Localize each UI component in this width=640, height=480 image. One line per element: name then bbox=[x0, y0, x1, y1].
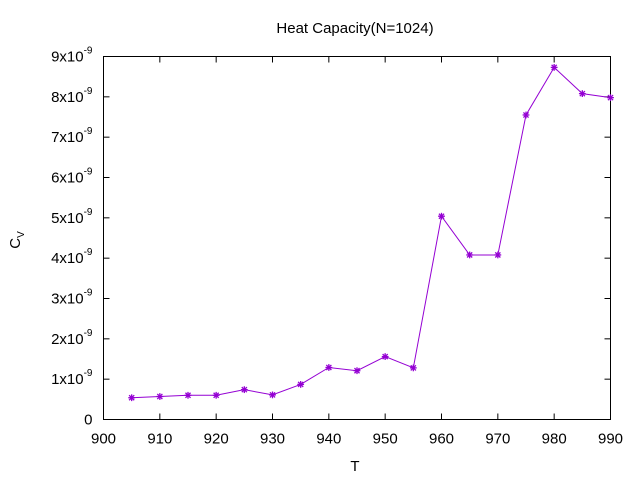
data-point bbox=[550, 63, 558, 71]
y-tick-exponent: -9 bbox=[84, 288, 93, 299]
y-tick-mantissa: 4x10 bbox=[51, 250, 84, 267]
data-point bbox=[409, 364, 417, 372]
y-tick-label: 6x10-9 bbox=[51, 167, 93, 187]
y-tick-label: 4x10-9 bbox=[51, 247, 93, 267]
series-line bbox=[131, 66, 611, 399]
y-tick-exponent: -9 bbox=[84, 328, 93, 339]
y-tick-exponent: -9 bbox=[84, 86, 93, 97]
data-point bbox=[607, 94, 614, 102]
y-tick-mantissa: 5x10 bbox=[51, 210, 84, 227]
y-axis-label-subscript: V bbox=[16, 231, 27, 238]
y-tick-mantissa: 8x10 bbox=[51, 89, 84, 106]
x-tick-label: 900 bbox=[91, 431, 116, 448]
y-tick-exponent: -9 bbox=[84, 126, 93, 137]
y-axis-label: CV bbox=[7, 231, 27, 249]
data-point bbox=[325, 364, 333, 371]
data-point bbox=[578, 90, 586, 98]
y-axis-label-base: C bbox=[7, 238, 24, 249]
x-tick-label: 980 bbox=[542, 431, 567, 448]
y-tick-label: 3x10-9 bbox=[51, 288, 93, 308]
y-tick-label: 8x10-9 bbox=[51, 86, 93, 106]
data-point bbox=[240, 386, 248, 394]
y-tick-label: 5x10-9 bbox=[51, 207, 93, 227]
y-tick-label: 7x10-9 bbox=[51, 126, 93, 146]
x-tick-label: 960 bbox=[429, 431, 454, 448]
data-point bbox=[156, 393, 164, 400]
y-tick-mantissa: 3x10 bbox=[51, 291, 84, 308]
y-tick-exponent: -9 bbox=[84, 368, 93, 379]
y-tick-mantissa: 0 bbox=[84, 412, 92, 429]
data-point bbox=[522, 111, 530, 119]
y-tick-label: 2x10-9 bbox=[51, 328, 93, 348]
y-tick-exponent: -9 bbox=[84, 167, 93, 178]
y-tick-exponent: -9 bbox=[84, 247, 93, 258]
x-axis: 900 910 920 930 940 950 960 970 980 990 bbox=[91, 56, 623, 448]
data-point bbox=[381, 353, 389, 360]
x-tick-label: 920 bbox=[204, 431, 229, 448]
data-point bbox=[466, 251, 474, 259]
data-point bbox=[297, 381, 305, 388]
data-point bbox=[128, 394, 136, 402]
y-tick-mantissa: 7x10 bbox=[51, 129, 84, 146]
data-point bbox=[184, 391, 192, 399]
data-point bbox=[212, 391, 220, 399]
data-point bbox=[494, 251, 502, 259]
y-tick-exponent: -9 bbox=[84, 46, 93, 57]
x-axis-label: T bbox=[350, 458, 359, 475]
data-point bbox=[438, 212, 445, 220]
y-tick-mantissa: 1x10 bbox=[51, 371, 84, 388]
x-tick-label: 910 bbox=[147, 431, 172, 448]
x-tick-label: 930 bbox=[260, 431, 285, 448]
x-tick-label: 950 bbox=[373, 431, 398, 448]
y-tick-exponent: -9 bbox=[84, 207, 93, 218]
y-tick-label: 1x10-9 bbox=[51, 368, 93, 388]
y-tick-label: 0 bbox=[84, 412, 92, 429]
y-axis: 01x10-92x10-93x10-94x10-95x10-96x10-97x1… bbox=[51, 46, 611, 429]
y-tick-mantissa: 9x10 bbox=[51, 49, 84, 66]
data-point bbox=[353, 367, 361, 375]
plot-frame bbox=[103, 56, 611, 420]
x-tick-label: 970 bbox=[485, 431, 510, 448]
x-tick-label: 990 bbox=[598, 431, 623, 448]
y-tick-mantissa: 2x10 bbox=[51, 331, 84, 348]
y-tick-mantissa: 6x10 bbox=[51, 170, 84, 187]
x-tick-label: 940 bbox=[316, 431, 341, 448]
chart-title: Heat Capacity(N=1024) bbox=[276, 20, 433, 37]
series-layer bbox=[128, 63, 614, 402]
data-point bbox=[269, 391, 276, 399]
y-tick-label: 9x10-9 bbox=[51, 46, 93, 66]
